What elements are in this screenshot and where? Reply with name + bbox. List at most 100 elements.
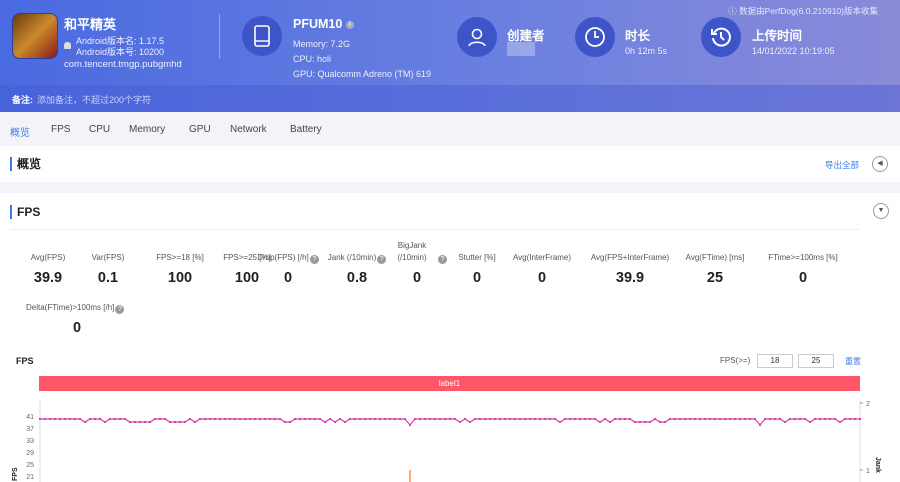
fps-point <box>734 418 736 420</box>
metric-label: Delta(FTime)>100ms [/h]? <box>26 290 166 314</box>
app-icon <box>12 13 58 59</box>
fps-point <box>494 418 496 420</box>
fps-point <box>174 421 176 423</box>
fps-point <box>109 418 111 420</box>
fps-point <box>104 421 106 423</box>
fps-point <box>124 418 126 420</box>
chevron-down-icon[interactable]: ▼ <box>873 203 889 219</box>
tab-memory[interactable]: Memory <box>129 124 166 135</box>
clock-icon <box>575 17 615 57</box>
label-bar[interactable]: label1 <box>39 376 860 391</box>
fps-point <box>89 418 91 420</box>
fps-point <box>684 418 686 420</box>
fps-point <box>619 418 621 420</box>
metric-label: Jank (/10min)? <box>312 240 402 264</box>
tab-fps[interactable]: FPS <box>51 124 71 135</box>
tab-cpu[interactable]: CPU <box>89 124 111 135</box>
fps-point <box>449 418 451 420</box>
version-name: Android版本名: 1.17.5 <box>76 36 165 46</box>
tab-network[interactable]: Network <box>230 124 267 135</box>
overview-title: 概览 <box>10 157 41 171</box>
help-icon[interactable]: ? <box>309 255 319 264</box>
fps-point <box>499 418 501 420</box>
metric-item: FPS>=25 [%] 100 <box>202 240 292 286</box>
fps-point <box>729 418 731 420</box>
fps-point <box>639 421 641 423</box>
fps-point <box>554 418 556 420</box>
fps-point <box>694 418 696 420</box>
fps-point <box>49 418 51 420</box>
tab-gpu[interactable]: GPU <box>189 124 211 135</box>
help-icon[interactable]: ? <box>115 305 125 314</box>
reset-button[interactable]: 重置 <box>845 357 861 366</box>
fps-point <box>814 418 816 420</box>
metric-label: FPS>=18 [%] <box>135 240 225 264</box>
fps-point <box>249 418 251 420</box>
metric-label: Avg(FPS) <box>3 240 93 264</box>
fps-point <box>304 418 306 420</box>
note-input[interactable]: 添加备注，不超过200个字符 <box>37 95 152 105</box>
fps-point <box>659 421 661 423</box>
metric-value: 25 <box>706 270 724 286</box>
fps-point <box>634 421 636 423</box>
history-icon <box>701 17 741 57</box>
metric-item: FTime>=100ms [%] 0 <box>758 240 848 286</box>
info-icon[interactable]: i <box>345 20 354 29</box>
threshold-input-2[interactable]: 25 <box>798 354 834 368</box>
metric-value: 0 <box>73 320 82 336</box>
tab-overview[interactable]: 概览 <box>10 128 30 139</box>
metric-label: Avg(FPS+InterFrame) <box>585 240 675 264</box>
fps-point <box>414 418 416 420</box>
fps-point <box>859 418 861 420</box>
metric-label: Drop(FPS) [/h]? <box>243 240 333 264</box>
fps-point <box>724 418 726 420</box>
fps-point <box>184 421 186 423</box>
fps-point <box>39 418 41 420</box>
fps-point <box>179 421 181 423</box>
help-icon[interactable]: ? <box>438 255 447 264</box>
device-specs: Memory: 7.2G CPU: holi GPU: Qualcomm Adr… <box>293 37 431 82</box>
upload-title: 上传时间 <box>752 29 803 43</box>
fps-point <box>824 418 826 420</box>
metric-item: Avg(FPS) 39.9 <box>3 240 93 286</box>
metric-label-text: Stutter [%] <box>458 253 496 262</box>
fps-point <box>479 418 481 420</box>
collapse-left-icon[interactable]: ◀ <box>872 156 888 172</box>
fps-point <box>119 418 121 420</box>
fps-point <box>114 418 116 420</box>
fps-point <box>534 418 536 420</box>
fps-point <box>244 418 246 420</box>
metric-value: 100 <box>234 270 260 286</box>
help-icon[interactable]: ? <box>377 255 387 264</box>
y-tick-label: 29 <box>26 450 34 457</box>
fps-point <box>524 418 526 420</box>
metric-item: Delta(FTime)>100ms [/h]? 0 <box>26 290 166 336</box>
fps-point <box>339 418 341 420</box>
fps-point <box>219 418 221 420</box>
fps-point <box>149 421 151 423</box>
fps-point <box>319 418 321 420</box>
fps-point <box>309 418 311 420</box>
threshold-input-1[interactable]: 18 <box>757 354 793 368</box>
fps-point <box>579 418 581 420</box>
fps-point <box>754 418 756 420</box>
fps-point <box>674 418 676 420</box>
version-code: Android版本号: 10200 <box>76 47 165 57</box>
fps-point <box>764 418 766 420</box>
fps-point <box>804 418 806 420</box>
fps-point <box>314 418 316 420</box>
fps-point <box>409 424 411 426</box>
fps-point <box>744 418 746 420</box>
metric-label: BigJank (/10min)? <box>372 240 462 264</box>
export-all-link[interactable]: 导出全部 <box>824 160 859 170</box>
tab-battery[interactable]: Battery <box>290 124 322 135</box>
y-tick-label: 41 <box>26 414 34 421</box>
fps-point <box>664 421 666 423</box>
note-bar[interactable]: 备注: 添加备注，不超过200个字符 <box>0 85 900 112</box>
metric-item: Avg(InterFrame) 0 <box>497 240 587 286</box>
device-memory: Memory: 7.2G <box>293 39 351 49</box>
fps-point <box>539 418 541 420</box>
fps-point <box>419 418 421 420</box>
fps-point <box>164 418 166 420</box>
